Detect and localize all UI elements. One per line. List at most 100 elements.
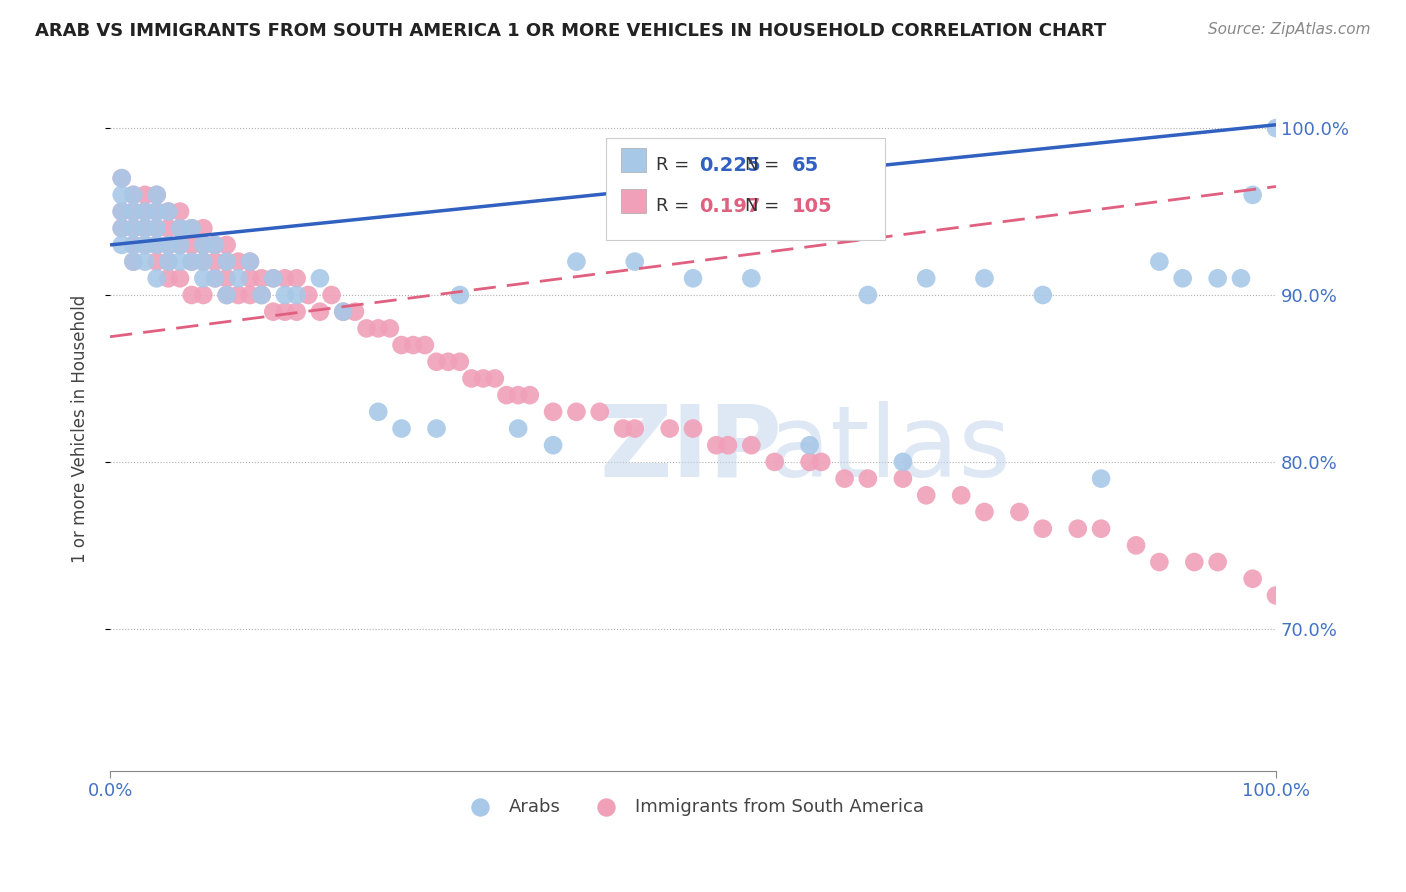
Point xyxy=(1032,288,1054,302)
Point xyxy=(134,221,156,235)
Bar xyxy=(620,148,647,172)
Point xyxy=(157,204,180,219)
Point xyxy=(740,271,762,285)
Point xyxy=(228,288,250,302)
Text: Source: ZipAtlas.com: Source: ZipAtlas.com xyxy=(1208,22,1371,37)
Point xyxy=(111,221,134,235)
Point xyxy=(169,204,191,219)
Point xyxy=(215,288,238,302)
Point xyxy=(204,271,226,285)
Point xyxy=(425,355,447,369)
Point xyxy=(215,254,238,268)
Point xyxy=(193,238,215,252)
Point xyxy=(391,338,413,352)
Point xyxy=(449,355,471,369)
Point xyxy=(122,187,145,202)
Point xyxy=(193,238,215,252)
Point xyxy=(682,271,704,285)
Point xyxy=(484,371,506,385)
Point xyxy=(589,405,612,419)
Point xyxy=(193,271,215,285)
Point xyxy=(472,371,495,385)
Point xyxy=(145,204,167,219)
Point xyxy=(145,271,167,285)
Point xyxy=(1090,522,1112,536)
Point xyxy=(402,338,425,352)
Point xyxy=(145,238,167,252)
Point xyxy=(111,221,134,235)
Point xyxy=(250,271,273,285)
Point xyxy=(228,254,250,268)
Point xyxy=(332,304,354,318)
Point xyxy=(1241,187,1264,202)
Text: N =: N = xyxy=(745,197,780,215)
Point xyxy=(1032,522,1054,536)
Point xyxy=(145,187,167,202)
Point xyxy=(799,438,821,452)
Point xyxy=(122,221,145,235)
Point xyxy=(157,254,180,268)
Point xyxy=(623,421,645,435)
Point xyxy=(332,304,354,318)
Point xyxy=(856,288,879,302)
Point xyxy=(343,304,366,318)
Point xyxy=(111,204,134,219)
Point xyxy=(834,472,856,486)
Point xyxy=(541,405,564,419)
Point xyxy=(134,238,156,252)
Point xyxy=(612,421,634,435)
Point xyxy=(285,271,308,285)
Point xyxy=(204,238,226,252)
Point xyxy=(413,338,436,352)
Point xyxy=(309,271,332,285)
Point xyxy=(180,221,202,235)
Point xyxy=(915,271,938,285)
Point xyxy=(157,238,180,252)
Point xyxy=(717,438,740,452)
Point xyxy=(799,455,821,469)
Point xyxy=(973,505,995,519)
Legend: Arabs, Immigrants from South America: Arabs, Immigrants from South America xyxy=(456,791,931,823)
Point xyxy=(321,288,343,302)
Point xyxy=(122,254,145,268)
Point xyxy=(169,221,191,235)
Point xyxy=(134,204,156,219)
Point xyxy=(145,187,167,202)
Text: 0.225: 0.225 xyxy=(699,156,761,175)
Point xyxy=(180,221,202,235)
Point xyxy=(122,187,145,202)
Point xyxy=(145,254,167,268)
Point xyxy=(122,221,145,235)
Text: R =: R = xyxy=(655,156,689,174)
Point xyxy=(1008,505,1031,519)
Point xyxy=(1149,254,1171,268)
Point xyxy=(891,455,914,469)
Text: atlas: atlas xyxy=(769,401,1011,498)
Point xyxy=(740,438,762,452)
Point xyxy=(973,271,995,285)
Point xyxy=(658,421,681,435)
Point xyxy=(169,254,191,268)
Text: ZIP: ZIP xyxy=(600,401,783,498)
Point xyxy=(193,254,215,268)
Point xyxy=(950,488,973,502)
Point xyxy=(274,271,297,285)
Point xyxy=(856,472,879,486)
Point xyxy=(297,288,319,302)
Point xyxy=(508,421,530,435)
Point xyxy=(274,288,297,302)
Point xyxy=(309,304,332,318)
Text: R =: R = xyxy=(655,197,689,215)
Point xyxy=(228,271,250,285)
Point xyxy=(1182,555,1205,569)
Point xyxy=(891,472,914,486)
Point xyxy=(565,405,588,419)
Point xyxy=(508,388,530,402)
Point xyxy=(1090,472,1112,486)
Y-axis label: 1 or more Vehicles in Household: 1 or more Vehicles in Household xyxy=(72,294,89,563)
Point xyxy=(169,221,191,235)
Point xyxy=(122,254,145,268)
Point xyxy=(519,388,541,402)
Point xyxy=(180,238,202,252)
Point xyxy=(134,238,156,252)
